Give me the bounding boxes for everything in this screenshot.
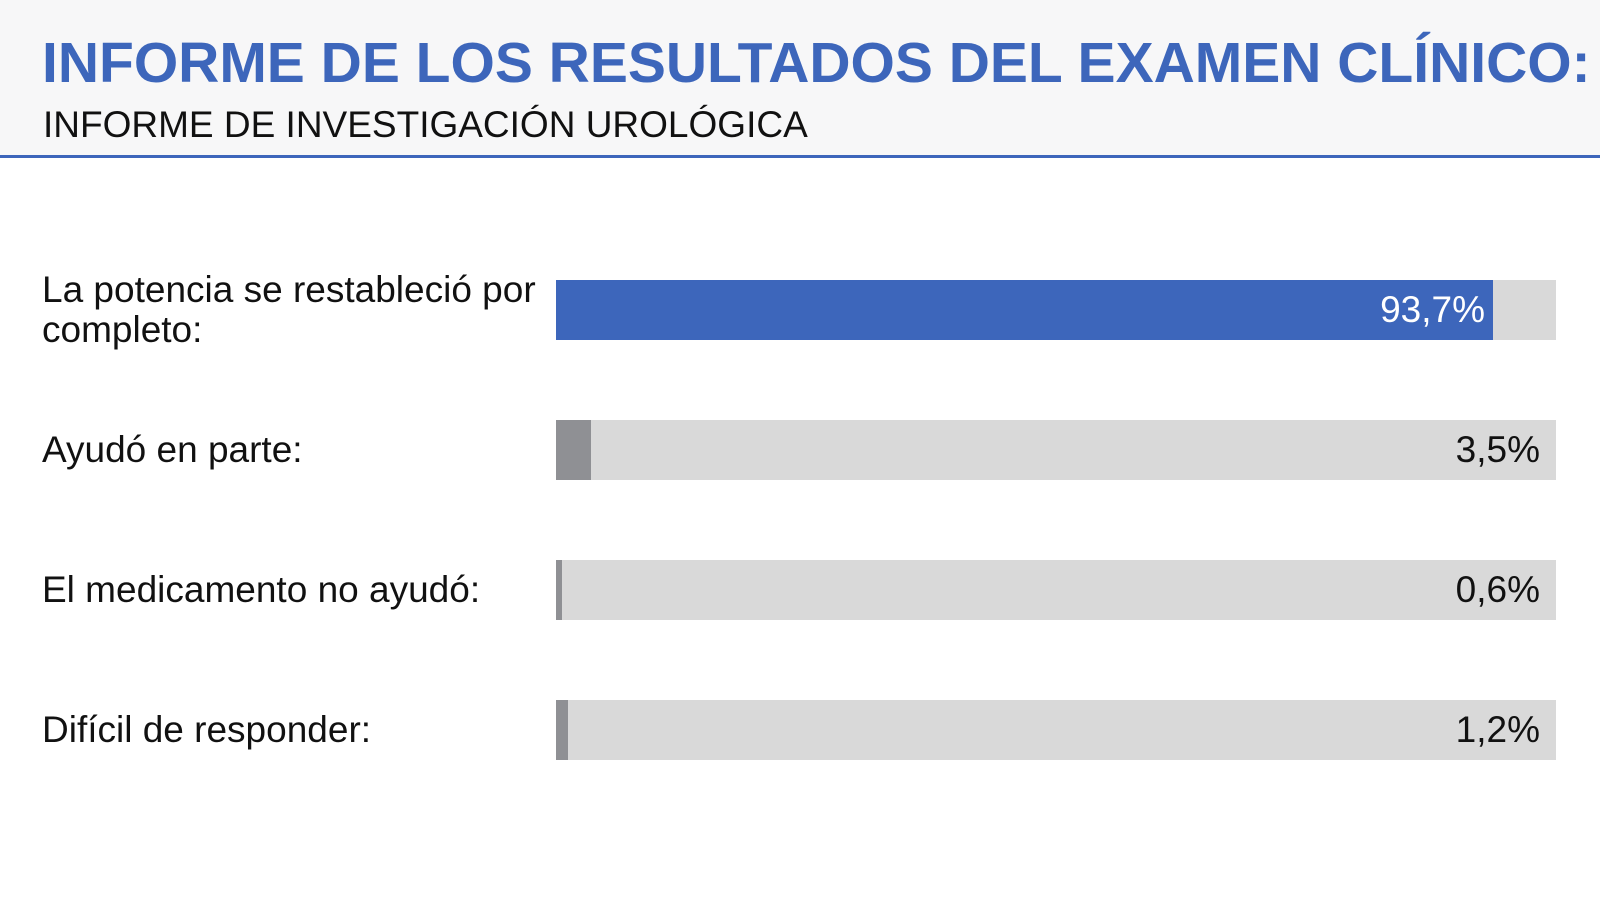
bar-row: Ayudó en parte: 3,5% — [0, 420, 1600, 480]
page-title: INFORME DE LOS RESULTADOS DEL EXAMEN CLÍ… — [42, 30, 1591, 96]
header: INFORME DE LOS RESULTADOS DEL EXAMEN CLÍ… — [0, 0, 1600, 158]
bar-row: La potencia se restableció por completo:… — [0, 280, 1600, 340]
bar-value-label: 3,5% — [1456, 429, 1540, 471]
bar — [556, 560, 562, 620]
bar-value-label: 0,6% — [1456, 569, 1540, 611]
bar — [556, 700, 568, 760]
page-subtitle: INFORME DE INVESTIGACIÓN UROLÓGICA — [43, 104, 808, 146]
bar — [556, 280, 1493, 340]
bar-row: Difícil de responder: 1,2% — [0, 700, 1600, 760]
bar-category-label: Ayudó en parte: — [42, 430, 542, 470]
bar-category-label: La potencia se restableció por completo: — [42, 270, 542, 350]
bar-row: El medicamento no ayudó: 0,6% — [0, 560, 1600, 620]
bar — [556, 420, 591, 480]
bar-track: 93,7% — [556, 280, 1556, 340]
bar-track: 0,6% — [556, 560, 1556, 620]
bar-value-label: 93,7% — [1380, 289, 1485, 331]
bar-category-label: El medicamento no ayudó: — [42, 570, 542, 610]
bar-chart: La potencia se restableció por completo:… — [0, 160, 1600, 900]
bar-track: 1,2% — [556, 700, 1556, 760]
bar-track: 3,5% — [556, 420, 1556, 480]
bar-category-label: Difícil de responder: — [42, 710, 542, 750]
bar-value-label: 1,2% — [1456, 709, 1540, 751]
